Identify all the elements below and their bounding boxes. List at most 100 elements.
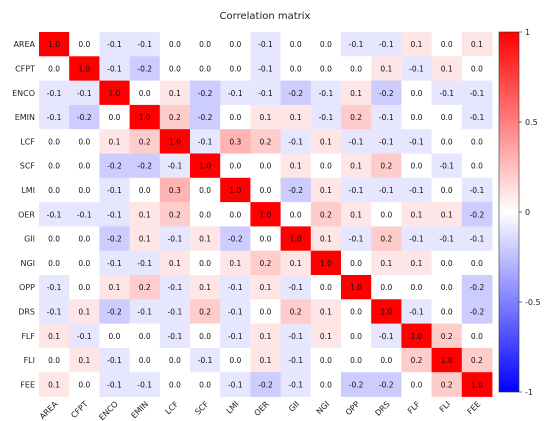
heatmap-cell [280, 250, 312, 276]
heatmap-cell [39, 32, 70, 57]
heatmap-cell [371, 104, 402, 130]
cell-value-label: -0.1 [107, 40, 122, 49]
cell-value-label: 0.0 [441, 283, 453, 292]
cell-value-label: 0.1 [411, 210, 423, 219]
heatmap-cell [431, 129, 463, 154]
heatmap-cell [401, 323, 432, 349]
y-tick-label: AREA [13, 40, 35, 49]
heatmap-cell [250, 32, 281, 57]
heatmap-cell [280, 177, 312, 203]
heatmap-cell [129, 80, 161, 106]
heatmap-cell [401, 202, 432, 227]
heatmap-cell [401, 250, 432, 276]
heatmap-cell [341, 275, 372, 300]
cell-value-label: 0.0 [78, 380, 90, 389]
y-tick-label: FEE [20, 380, 35, 389]
cell-value-label: 0.1 [169, 259, 181, 268]
heatmap-cell [159, 250, 191, 276]
cell-value-label: 0.0 [199, 332, 211, 341]
cell-value-label: 0.0 [229, 210, 241, 219]
cell-value-label: 0.1 [78, 307, 90, 316]
cell-value-label: -0.1 [168, 283, 183, 292]
cell-value-label: 0.0 [471, 259, 483, 268]
cell-value-label: 0.1 [109, 283, 121, 292]
heatmap-cell [129, 32, 161, 57]
cell-value-label: 0.0 [48, 356, 60, 365]
heatmap-cell [190, 177, 221, 203]
heatmap-cell [99, 32, 130, 57]
cell-value-label: 0.1 [441, 210, 453, 219]
heatmap-cell [69, 153, 100, 179]
heatmap-cell [190, 153, 221, 179]
colorbar-tick-label: -0.5 [525, 298, 541, 307]
cell-value-label: 0.2 [380, 162, 392, 171]
heatmap-cell [129, 153, 161, 179]
heatmap-cell [310, 275, 342, 300]
cell-value-label: 0.2 [290, 307, 302, 316]
heatmap-cell [341, 129, 372, 154]
cell-value-label: 0.2 [441, 380, 453, 389]
cell-value-label: -0.1 [168, 235, 183, 244]
cell-value-label: -0.1 [107, 380, 122, 389]
heatmap-cell [250, 80, 281, 106]
cell-value-label: 0.3 [169, 186, 181, 195]
heatmap-cell [401, 153, 432, 179]
heatmap-cell [461, 202, 493, 227]
cell-value-label: -0.1 [77, 89, 92, 98]
x-tick-label: OPP [344, 399, 362, 417]
cell-value-label: -0.1 [470, 89, 485, 98]
cell-value-label: 0.2 [441, 332, 453, 341]
heatmap-cell [220, 104, 251, 130]
heatmap-cell [129, 250, 161, 276]
cell-value-label: -0.1 [288, 137, 303, 146]
cell-value-label: 0.1 [411, 259, 423, 268]
heatmap-cell [99, 177, 130, 203]
cell-value-label: 0.0 [320, 283, 332, 292]
heatmap-cell [250, 177, 281, 203]
cell-value-label: -0.2 [198, 89, 213, 98]
cell-value-label: -0.2 [137, 162, 152, 171]
cell-value-label: -0.1 [47, 113, 62, 122]
x-tick-label: CFPT [69, 399, 90, 420]
heatmap-cell [250, 323, 281, 349]
x-tick-label: DRS [373, 400, 391, 418]
colorbar: 1 0.5 0 -0.5 -1 [498, 28, 541, 397]
cell-value-label: 0.2 [350, 113, 362, 122]
cell-value-label: 0.0 [290, 40, 302, 49]
heatmap-cell [310, 153, 342, 179]
heatmap-cell [250, 226, 281, 252]
heatmap-cell [39, 104, 70, 130]
cell-value-label: 0.3 [229, 137, 241, 146]
heatmap-cell [431, 153, 463, 179]
heatmap-cell [310, 372, 342, 397]
cell-value-label: 0.0 [471, 332, 483, 341]
cell-value-label: 0.0 [350, 259, 362, 268]
cell-value-label: 0.0 [320, 64, 332, 73]
heatmap-cell [99, 372, 130, 397]
heatmap-cell [39, 323, 70, 349]
heatmap-cell [99, 275, 130, 300]
heatmap-cell [341, 323, 372, 349]
y-tick-label: FLI [24, 356, 35, 365]
heatmap-cell [461, 153, 493, 179]
heatmap-cell [401, 299, 432, 324]
cell-value-label: 1.0 [471, 380, 483, 389]
cell-value-label: -0.1 [349, 235, 364, 244]
heatmap-cell [371, 177, 402, 203]
heatmap-cell [220, 347, 251, 373]
cell-value-label: -0.1 [258, 40, 273, 49]
x-tick-label: LMI [225, 400, 241, 416]
cell-value-label: 0.0 [260, 162, 272, 171]
heatmap-cell [99, 104, 130, 130]
cell-value-label: -0.2 [107, 307, 122, 316]
cell-value-label: 0.0 [139, 332, 151, 341]
cell-value-label: 0.1 [48, 332, 60, 341]
cell-value-label: 0.0 [199, 259, 211, 268]
heatmap-cell [250, 347, 281, 373]
heatmap-cell [39, 129, 70, 154]
cell-value-label: 0.2 [260, 137, 272, 146]
heatmap-cell [190, 250, 221, 276]
cell-value-label: 0.1 [471, 40, 483, 49]
cell-value-label: -0.1 [379, 332, 394, 341]
cell-value-label: 0.0 [229, 162, 241, 171]
